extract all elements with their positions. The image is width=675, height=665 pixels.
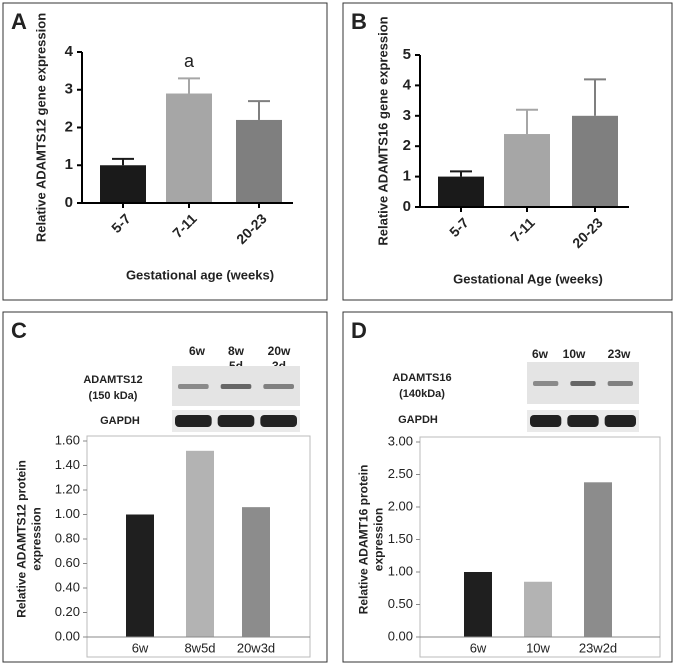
x-tick-label: 6w (470, 640, 487, 655)
blot-band (530, 415, 562, 427)
x-tick-label: 20-23 (569, 214, 606, 251)
y-tick-label: 1 (65, 156, 73, 173)
y-tick-label: 4 (403, 76, 412, 93)
panel-frame (342, 2, 673, 301)
y-tick-label: 0.20 (55, 604, 80, 619)
x-tick-label: 10w (526, 640, 550, 655)
y-tick-label: 1 (403, 168, 411, 185)
y-tick-label: 3 (65, 81, 73, 98)
blot-band (607, 381, 633, 386)
y-axis-label: Relative ADAMTS12 protein (15, 460, 29, 618)
x-tick-label: 8w5d (184, 640, 215, 655)
bar (438, 176, 484, 207)
bar (504, 134, 550, 207)
plot-frame (86, 435, 311, 658)
x-tick-label: 7-11 (169, 210, 200, 241)
lane-label: 6w (532, 347, 549, 361)
blot-band (567, 415, 599, 427)
blot-band (604, 415, 636, 427)
y-tick-label: 0.60 (55, 555, 80, 570)
annotation: a (184, 51, 195, 71)
blot-label: ADAMTS12 (83, 374, 142, 386)
panel-frame (2, 311, 328, 663)
bar (524, 581, 552, 637)
blot-band (175, 415, 212, 427)
y-axis-label: Relative ADAMTS16 gene expression (375, 16, 390, 245)
x-tick-label: 20w3d (237, 640, 275, 655)
y-tick-label: 4 (65, 43, 74, 60)
lane-label: 10w (563, 347, 586, 361)
y-tick-label: 3 (403, 107, 411, 124)
panel-letter: C (11, 318, 27, 343)
plot-frame (419, 436, 661, 658)
panel-letter: A (11, 9, 27, 34)
bar (584, 482, 612, 637)
y-tick-label: 3.00 (388, 433, 413, 448)
x-axis-label: Gestational age (weeks) (126, 267, 274, 282)
blot-band (217, 415, 255, 427)
x-tick-label: 6w (132, 640, 149, 655)
y-tick-label: 1.20 (55, 481, 80, 496)
y-tick-label: 2 (403, 137, 411, 154)
lane-label: 6w (189, 344, 206, 358)
y-tick-label: 1.60 (55, 432, 80, 447)
y-axis-label: expression (30, 507, 44, 570)
bar (464, 572, 492, 637)
bar (126, 514, 154, 637)
y-tick-label: 5 (403, 46, 411, 63)
blot-band (263, 384, 294, 389)
y-axis-label: Relative ADAMTS12 gene expression (33, 13, 48, 242)
x-tick-label: 5-7 (446, 214, 472, 240)
y-tick-label: 0.80 (55, 530, 80, 545)
panel-letter: D (351, 318, 367, 343)
y-tick-label: 0 (65, 194, 73, 211)
y-tick-label: 1.00 (388, 563, 413, 578)
blot-label: GAPDH (100, 415, 140, 427)
blot-band (260, 415, 297, 427)
panel-letter: B (351, 9, 367, 34)
y-axis-label: Relative ADAMT16 protein (357, 465, 371, 615)
y-tick-label: 0.40 (55, 579, 80, 594)
x-tick-label: 7-11 (507, 214, 538, 245)
y-tick-label: 1.40 (55, 457, 80, 472)
y-tick-label: 1.50 (388, 531, 413, 546)
blot-band (570, 381, 596, 386)
lane-label: 20w (268, 344, 291, 358)
y-tick-label: 2 (65, 118, 73, 135)
x-tick-label: 23w2d (579, 640, 617, 655)
bar (242, 507, 270, 637)
blot-label: ADAMTS16 (392, 372, 451, 384)
y-axis-label: expression (372, 508, 386, 571)
bar (236, 119, 282, 203)
bar (186, 450, 214, 637)
blot-label: GAPDH (398, 414, 438, 426)
y-tick-label: 2.50 (388, 466, 413, 481)
lane-label: 8w (228, 344, 245, 358)
y-tick-label: 1.00 (55, 506, 80, 521)
bar (572, 115, 618, 207)
x-tick-label: 20-23 (233, 210, 270, 247)
panel-frame (342, 311, 673, 663)
y-tick-label: 0 (403, 198, 411, 215)
y-tick-label: 0.50 (388, 596, 413, 611)
blot-label: (150 kDa) (89, 390, 138, 402)
lane-label: 23w (608, 347, 631, 361)
x-tick-label: 5-7 (108, 210, 134, 236)
y-tick-label: 2.00 (388, 498, 413, 513)
y-tick-label: 0.00 (55, 628, 80, 643)
y-tick-label: 0.00 (388, 628, 413, 643)
blot-band (178, 384, 209, 389)
blot-label: (140kDa) (399, 388, 445, 400)
bar (166, 93, 212, 203)
blot-band (220, 384, 252, 389)
blot-band (533, 381, 559, 386)
panel-frame (2, 2, 328, 301)
x-axis-label: Gestational Age (weeks) (453, 271, 603, 286)
bar (100, 165, 146, 203)
